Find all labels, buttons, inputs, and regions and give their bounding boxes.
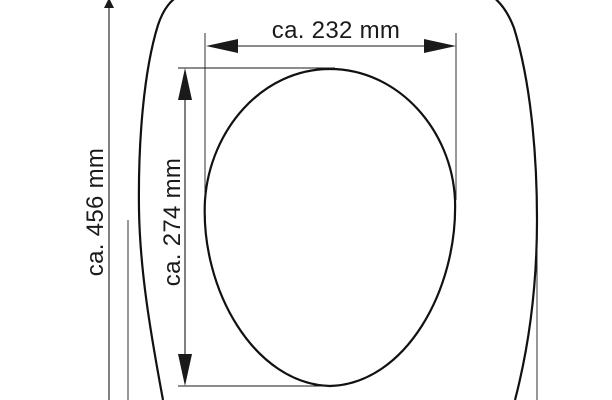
arrow-up-icon [178, 68, 192, 100]
arrow-right-icon [424, 39, 456, 53]
seat-inner-opening [203, 67, 457, 388]
arrow-overall-top-icon [104, 0, 114, 8]
inner-length-label: ca. 274 mm [159, 158, 186, 286]
inner-width-label: ca. 232 mm [272, 17, 400, 44]
seat-outer-outline [137, 0, 539, 400]
arrow-left-icon [206, 39, 238, 53]
overall-length-label: ca. 456 mm [82, 148, 109, 276]
arrow-down-icon [178, 354, 192, 386]
